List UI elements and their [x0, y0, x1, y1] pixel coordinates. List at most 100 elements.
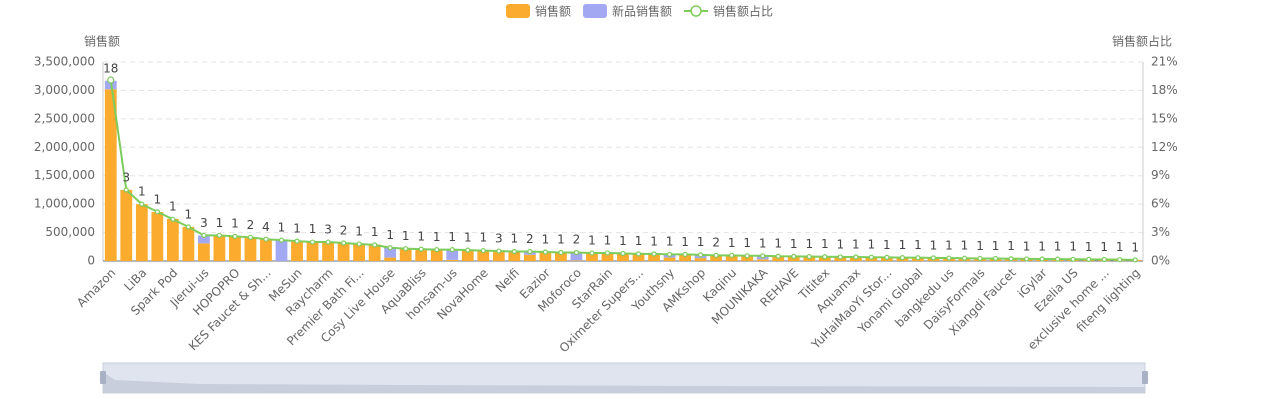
line-point: [123, 187, 129, 193]
bar: [120, 189, 133, 261]
count-label: 1: [899, 238, 907, 252]
count-label: 1: [728, 236, 736, 250]
bar: [694, 258, 707, 261]
bar: [166, 218, 179, 261]
zoom-handle[interactable]: [1142, 371, 1148, 384]
count-label: 1: [231, 216, 239, 230]
y2ticks-label: 18%: [1151, 83, 1178, 97]
y2-axis-label: 销售额占比: [1112, 34, 1172, 49]
bar: [523, 254, 536, 261]
count-label: 1: [883, 238, 891, 252]
data-zoom[interactable]: [100, 362, 1148, 394]
line-point: [107, 76, 115, 84]
line-point: [961, 255, 968, 261]
bar: [461, 249, 474, 261]
bar: [586, 252, 598, 261]
bar: [492, 250, 505, 261]
line-point: [915, 255, 921, 261]
line-point: [216, 232, 223, 239]
count-label: 1: [1038, 240, 1046, 254]
count-label: 1: [216, 216, 224, 230]
line-point: [573, 249, 580, 256]
bar: [275, 239, 288, 261]
line-point: [1132, 257, 1138, 263]
count-label: 3: [324, 223, 332, 237]
bar: [663, 257, 676, 261]
bar: [322, 242, 334, 261]
yticks-label: 1,500,000: [34, 168, 95, 182]
count-label: 1: [1131, 240, 1139, 254]
bar: [725, 255, 738, 261]
bar: [197, 243, 210, 261]
count-label: 1: [557, 233, 565, 247]
line-point: [822, 254, 828, 260]
count-label: 1: [930, 238, 938, 252]
bar: [368, 244, 381, 261]
yticks-label: 0: [87, 254, 95, 268]
line-point: [682, 251, 688, 257]
line-point: [232, 233, 238, 239]
line-point: [356, 241, 362, 247]
count-label: 1: [1054, 240, 1062, 254]
count-label: 1: [805, 237, 813, 251]
bar: [446, 259, 459, 261]
line-point: [1101, 256, 1107, 263]
bar: [679, 254, 691, 261]
bar: [756, 259, 769, 261]
y2ticks-label: 21%: [1151, 55, 1178, 69]
line-point: [713, 252, 719, 258]
line-point: [340, 240, 347, 246]
count-label: 1: [619, 234, 627, 248]
line-point: [294, 238, 300, 244]
line-point: [635, 251, 642, 257]
count-label: 1: [448, 230, 456, 244]
legend-label: 新品销售额: [612, 4, 672, 19]
count-label: 1: [1100, 240, 1108, 254]
count-label: 1: [1023, 239, 1031, 253]
line-point: [806, 253, 812, 260]
count-label: 3: [200, 216, 208, 230]
bar: [229, 235, 241, 261]
line-point: [325, 239, 331, 245]
line-point: [527, 248, 533, 255]
count-label: 1: [511, 232, 519, 246]
count-label: 1: [650, 234, 658, 248]
bar: [182, 226, 195, 261]
bar: [384, 247, 397, 258]
line-point: [1086, 256, 1092, 262]
line-point: [434, 247, 440, 253]
y2ticks-label: 12%: [1151, 140, 1178, 154]
bar: [508, 251, 521, 261]
line-point: [1023, 256, 1030, 262]
count-label: 1: [774, 237, 782, 251]
line-point: [977, 255, 983, 262]
line-point: [589, 250, 595, 256]
count-label: 1: [604, 234, 612, 248]
bar: [570, 251, 583, 261]
line-point: [651, 251, 657, 257]
count-label: 1: [169, 199, 177, 213]
bar: [337, 242, 350, 261]
count-label: 1: [386, 228, 394, 242]
bar: [135, 204, 148, 261]
count-label: 2: [340, 223, 348, 237]
line-point: [201, 232, 207, 239]
line-point: [278, 237, 285, 243]
line-point: [604, 250, 611, 256]
bar: [617, 253, 629, 261]
count-label: 3: [122, 170, 130, 184]
line-point: [868, 254, 874, 260]
count-label: 1: [278, 220, 286, 234]
y-axis-label: 销售额: [84, 34, 120, 49]
line-point: [511, 248, 517, 255]
count-label: 1: [790, 237, 798, 251]
count-label: 1: [371, 225, 379, 239]
bar: [151, 212, 164, 261]
count-label: 1: [1085, 240, 1093, 254]
y2ticks-label: 9%: [1151, 168, 1170, 182]
zoom-handle[interactable]: [100, 371, 106, 384]
bar: [353, 243, 366, 261]
line-point: [449, 247, 455, 253]
count-label: 1: [945, 239, 953, 253]
count-label: 1: [588, 233, 596, 247]
